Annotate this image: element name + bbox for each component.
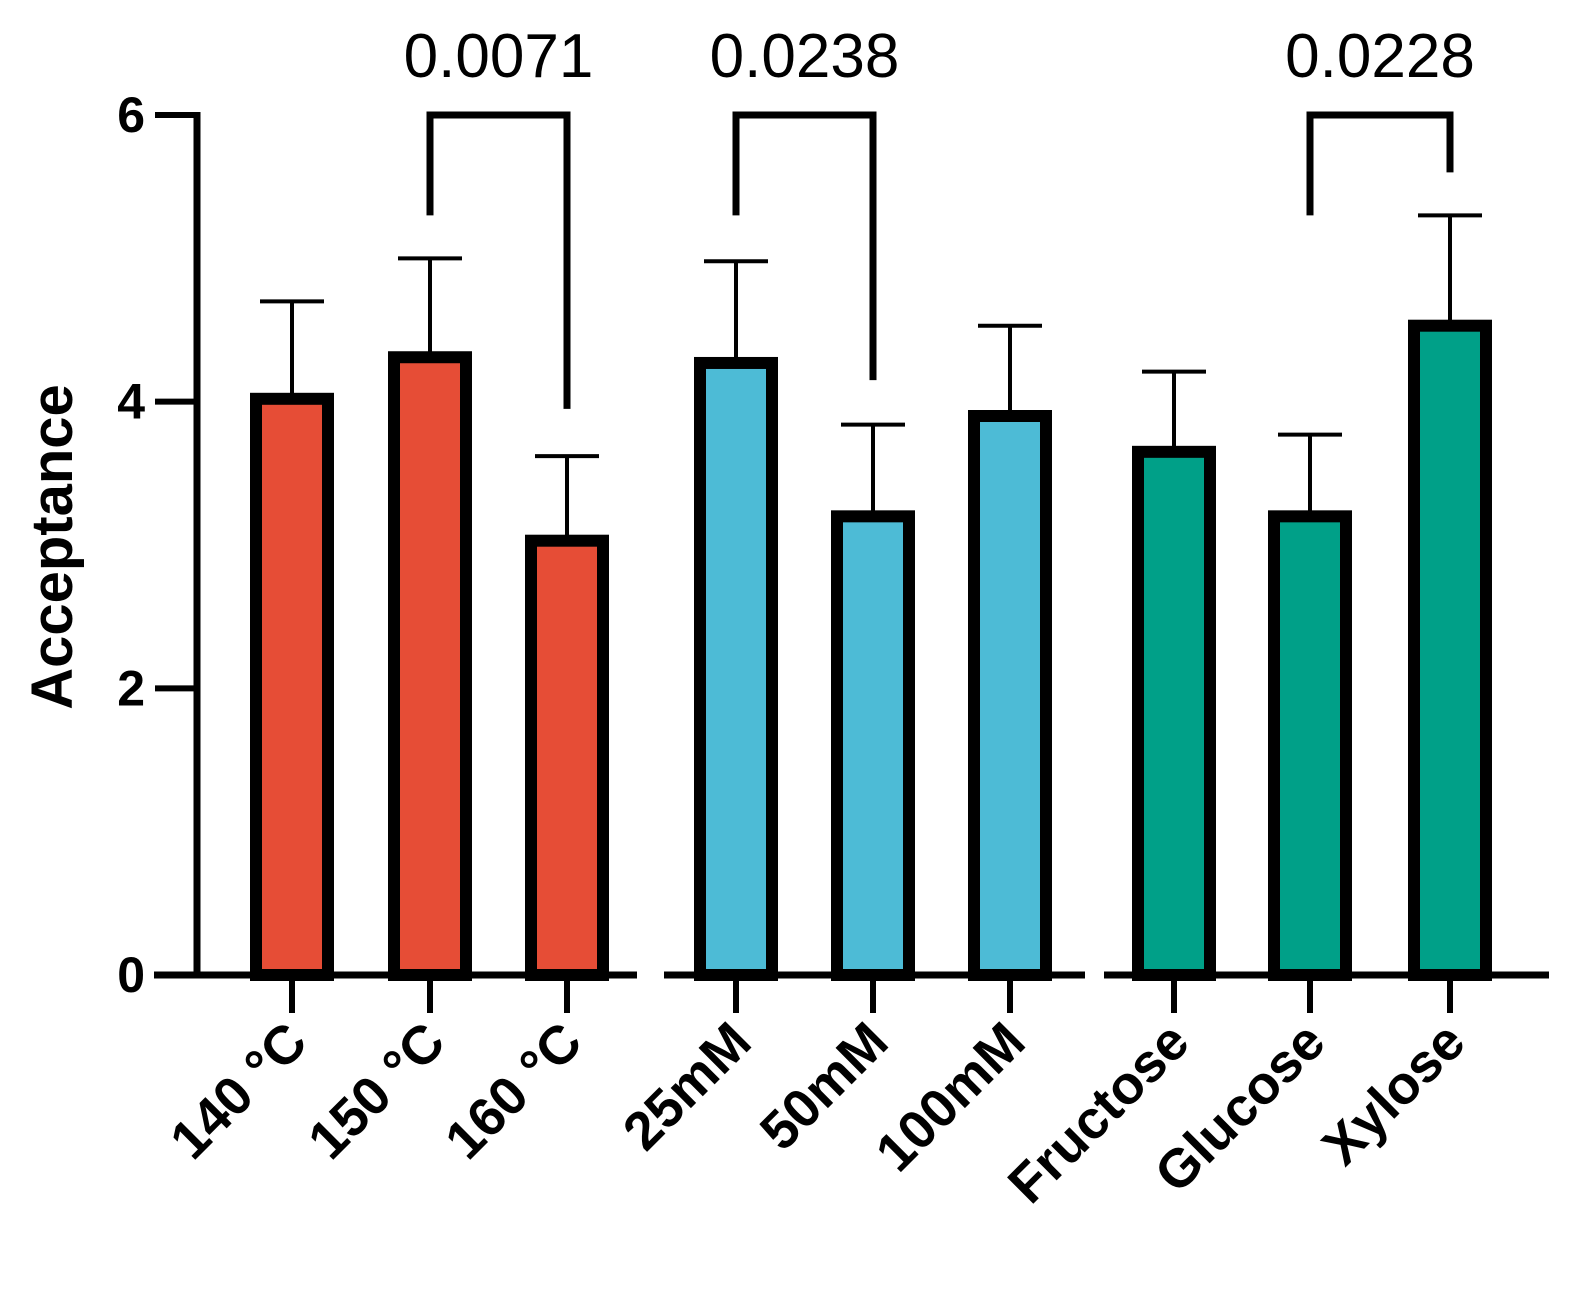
x-tick-label-xylose: Xylose xyxy=(1311,1011,1477,1177)
p-value-label-1: 0.0071 xyxy=(404,22,594,91)
bar-100mm xyxy=(968,410,1052,981)
x-tick-label-140-c: 140 °C xyxy=(159,1011,319,1171)
bar-glucose xyxy=(1268,510,1352,981)
p-value-label-3: 0.0228 xyxy=(1285,22,1475,91)
x-tick-label-25mm: 25mM xyxy=(612,1011,763,1162)
bar-150-c xyxy=(388,351,472,981)
x-tick-label-150-c: 150 °C xyxy=(297,1011,457,1171)
bar-160-c xyxy=(525,534,609,981)
x-tick-label-160-c: 160 °C xyxy=(434,1011,594,1171)
bar-xylose xyxy=(1408,319,1492,981)
bar-25mm xyxy=(694,356,778,981)
significance-bracket-2 xyxy=(732,111,877,381)
y-tick-label-4: 4 xyxy=(117,374,145,430)
significance-bracket-3 xyxy=(1306,111,1454,216)
significance-bracket-1 xyxy=(426,111,571,409)
bar-50mm xyxy=(831,510,915,981)
y-tick-label-2: 2 xyxy=(117,660,145,716)
y-axis-label: Acceptance xyxy=(20,384,85,710)
significance-annotations: 0.0071 0.0238 0.0228 xyxy=(404,22,1475,409)
error-bars xyxy=(260,213,1482,541)
p-value-label-2: 0.0238 xyxy=(710,22,900,91)
y-tick-label-6: 6 xyxy=(117,87,145,143)
bars xyxy=(250,319,1492,982)
y-tick-label-0: 0 xyxy=(117,947,145,1003)
bar-140-c xyxy=(250,392,334,981)
bar-fructose xyxy=(1132,445,1216,982)
